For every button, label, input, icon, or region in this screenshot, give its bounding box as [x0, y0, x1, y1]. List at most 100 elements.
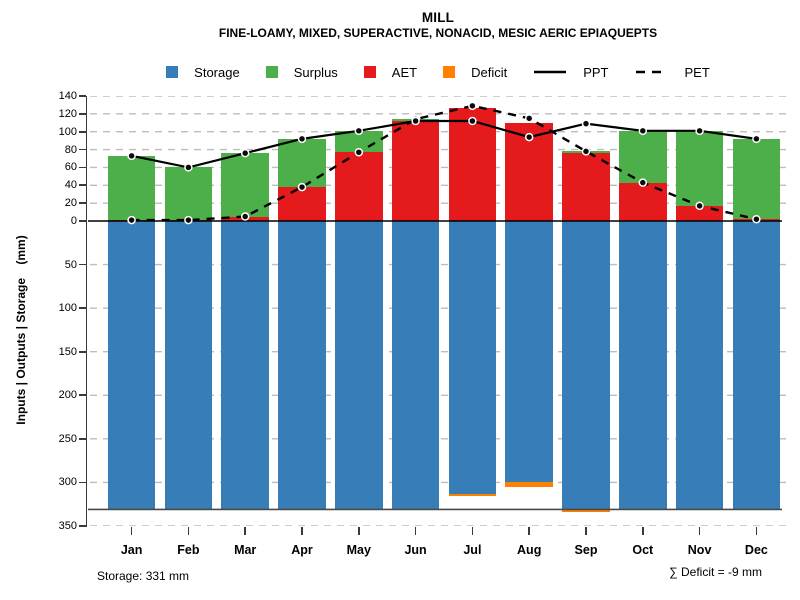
- legend-item-storage: Storage: [166, 65, 240, 80]
- x-label-jun: Jun: [404, 543, 427, 557]
- pet-point-oct: [638, 178, 648, 187]
- ppt-point-nov: [695, 126, 704, 136]
- bar-jul-storage: [448, 221, 497, 494]
- bar-jul-deficit: [448, 493, 497, 496]
- y-tick-u140: [79, 95, 86, 97]
- x-tick-dec: [755, 527, 758, 535]
- y-tick-label-u40: 40: [64, 179, 77, 192]
- y-tick-u100: [79, 130, 86, 133]
- bar-sep-aet: [562, 153, 610, 221]
- y-tick-u60: [79, 166, 86, 169]
- x-tick-sep: [585, 527, 587, 535]
- y-tick-u120: [79, 113, 86, 115]
- ppt-line-swatch-icon: [534, 70, 567, 74]
- plot-area: [88, 96, 788, 526]
- x-label-aug: Aug: [517, 543, 542, 557]
- y-tick-label-l200: 200: [58, 389, 77, 402]
- bar-dec-storage: [732, 221, 781, 510]
- bar-may-aet: [335, 152, 383, 221]
- y-tick-u0: [79, 220, 86, 222]
- x-tick-aug: [528, 527, 530, 535]
- pet-line: [131, 104, 757, 222]
- bars-layer: [88, 96, 788, 526]
- bar-oct-surplus: [619, 130, 667, 183]
- legend: Storage Surplus AET Deficit PPT PET: [88, 62, 788, 82]
- surplus-swatch-icon: [265, 66, 278, 78]
- legend-item-deficit: Deficit: [443, 65, 507, 80]
- bar-feb-surplus: [164, 167, 213, 221]
- bar-feb-storage: [164, 221, 213, 510]
- pet-point-mar: [240, 212, 250, 221]
- x-label-oct: Oct: [632, 543, 654, 557]
- pet-point-may: [354, 148, 364, 157]
- bar-mar-storage: [221, 221, 269, 510]
- ppt-point-may: [354, 126, 364, 136]
- x-tick-oct: [642, 527, 644, 535]
- pet-point-aug: [524, 114, 534, 123]
- bar-aug-storage: [505, 221, 553, 483]
- storage-swatch-icon: [166, 66, 179, 78]
- x-tick-mar: [244, 527, 246, 535]
- x-tick-apr: [301, 527, 303, 535]
- y-tick-u20: [79, 202, 86, 204]
- ppt-point-sep: [581, 119, 591, 128]
- y-tick-u40: [79, 184, 86, 187]
- ppt-point-oct: [638, 126, 648, 136]
- y-tick-label-u60: 60: [64, 161, 77, 174]
- bar-mar-surplus: [221, 153, 269, 217]
- x-label-sep: Sep: [574, 543, 598, 557]
- x-label-nov: Nov: [687, 543, 712, 557]
- pet-point-sep: [581, 147, 591, 156]
- ppt-point-jul: [468, 116, 477, 126]
- bar-jun-aet: [391, 121, 440, 221]
- y-tick-label-l250: 250: [58, 432, 77, 445]
- y-tick-u80: [79, 148, 86, 151]
- pet-point-nov: [695, 201, 704, 211]
- chart-title: MILL: [421, 10, 455, 25]
- bar-jan-surplus: [107, 155, 156, 221]
- bar-apr-surplus: [278, 138, 326, 188]
- legend-label-pet: PET: [684, 64, 710, 80]
- x-label-jul: Jul: [463, 543, 482, 557]
- ppt-point-jan: [127, 151, 136, 161]
- x-label-jan: Jan: [120, 543, 143, 557]
- y-tick-label-u100: 100: [58, 125, 77, 138]
- legend-label-storage: Storage: [194, 64, 240, 80]
- y-tick-l200: [79, 394, 86, 397]
- legend-item-surplus: Surplus: [265, 64, 338, 80]
- bar-nov-surplus: [675, 130, 724, 206]
- x-tick-may: [358, 527, 360, 535]
- y-tick-label-u0: 0: [70, 215, 77, 227]
- legend-label-surplus: Surplus: [293, 64, 338, 80]
- legend-label-aet: AET: [391, 64, 418, 80]
- bar-dec-surplus: [732, 138, 781, 220]
- lines-overlay: [88, 101, 782, 511]
- legend-item-aet: AET: [363, 64, 418, 80]
- ppt-point-aug: [524, 132, 534, 142]
- bar-may-storage: [335, 221, 383, 510]
- ppt-point-feb: [184, 163, 193, 172]
- bar-sep-deficit: [562, 509, 610, 512]
- x-tick-feb: [187, 527, 190, 535]
- chart-subtitle: FINE-LOAMY, MIXED, SUPERACTIVE, NONACID,…: [218, 26, 658, 40]
- bar-jun-storage: [391, 221, 440, 510]
- y-tick-label-l150: 150: [58, 345, 77, 358]
- bar-jan-storage: [107, 221, 156, 510]
- y-tick-label-l50: 50: [64, 258, 77, 271]
- bar-aug-deficit: [505, 482, 553, 487]
- ppt-point-mar: [240, 148, 250, 158]
- deficit-swatch-icon: [443, 66, 456, 78]
- pet-point-apr: [297, 182, 307, 192]
- legend-item-ppt: PPT: [533, 64, 609, 80]
- x-label-feb: Feb: [177, 543, 200, 557]
- y-tick-l350: [79, 525, 86, 527]
- y-tick-l50: [79, 263, 86, 266]
- legend-label-ppt: PPT: [583, 64, 609, 80]
- bar-may-surplus: [335, 130, 383, 153]
- y-tick-label-l300: 300: [58, 476, 77, 489]
- y-tick-label-u120: 120: [58, 107, 77, 120]
- y-tick-l100: [79, 307, 86, 309]
- x-tick-nov: [698, 527, 701, 535]
- legend-item-pet: PET: [635, 65, 710, 80]
